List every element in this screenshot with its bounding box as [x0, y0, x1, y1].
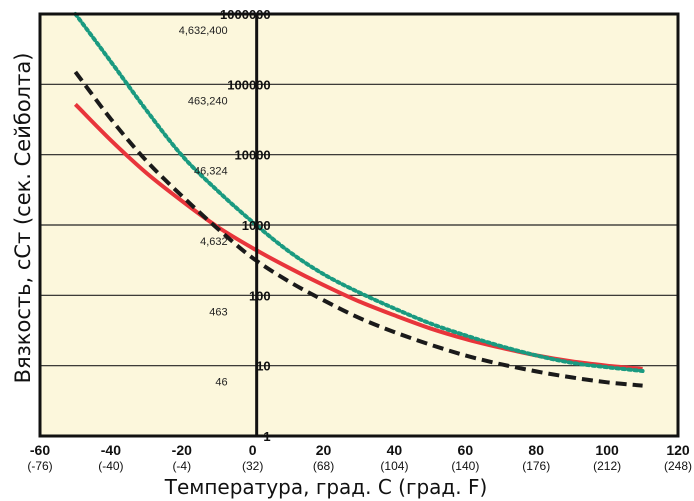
y-tick-sus-label: 463	[209, 306, 227, 318]
x-tick-f-label: (-4)	[172, 459, 191, 473]
x-tick-f-label: (68)	[313, 459, 334, 473]
x-tick-f-label: (140)	[451, 459, 479, 473]
x-tick-f-label: (176)	[522, 459, 550, 473]
x-tick-layer: -60(-76) -40(-40) -20(-4) 0(32) 20(68) 40(104…	[27, 442, 692, 473]
x-tick-label: 20	[316, 442, 332, 458]
x-tick-f-label: (248)	[664, 459, 692, 473]
y-tick-label: 100000	[227, 77, 270, 92]
x-tick-label: -40	[101, 442, 121, 458]
grid-layer	[40, 83, 678, 367]
series-layer	[73, 12, 645, 388]
x-tick-label: 60	[458, 442, 474, 458]
y-tick-layer: 1000000 4,632,400 100000 463,240 10000 46,324…	[179, 7, 271, 444]
x-tick-label: 80	[528, 442, 544, 458]
x-tick-label: 40	[387, 442, 403, 458]
y-tick-label: 10000	[235, 148, 271, 163]
y-tick-label: 10	[256, 359, 270, 374]
x-tick-f-label: (212)	[593, 459, 621, 473]
y-tick-sus-label: 46,324	[194, 166, 228, 178]
y-tick-sus-label: 463,240	[188, 95, 228, 107]
y-tick-label: 1000	[242, 218, 271, 233]
y-tick-label: 100	[249, 288, 271, 303]
x-tick-label: 120	[666, 442, 690, 458]
y-axis-label: Вязкость, сСт (сек. Сейболта)	[11, 53, 35, 384]
x-axis-label: Температура, град. С (град. F)	[164, 475, 488, 499]
y-tick-sus-label: 46	[215, 377, 227, 389]
x-tick-label: 0	[249, 442, 257, 458]
x-tick-f-label: (-40)	[98, 459, 123, 473]
series-line-dotted	[73, 12, 645, 373]
x-tick-f-label: (32)	[242, 459, 263, 473]
y-tick-label: 1	[263, 429, 270, 444]
x-tick-f-label: (-76)	[27, 459, 52, 473]
x-tick-label: 100	[595, 442, 619, 458]
plot-frame	[38, 12, 680, 438]
y-tick-sus-label: 4,632,400	[179, 25, 228, 37]
x-tick-f-label: (104)	[380, 459, 408, 473]
y-tick-label: 1000000	[220, 7, 271, 22]
x-tick-label: -60	[30, 442, 50, 458]
y-tick-sus-label: 4,632	[200, 236, 228, 248]
x-tick-label: -20	[172, 442, 192, 458]
series-line-dashed	[73, 70, 643, 388]
